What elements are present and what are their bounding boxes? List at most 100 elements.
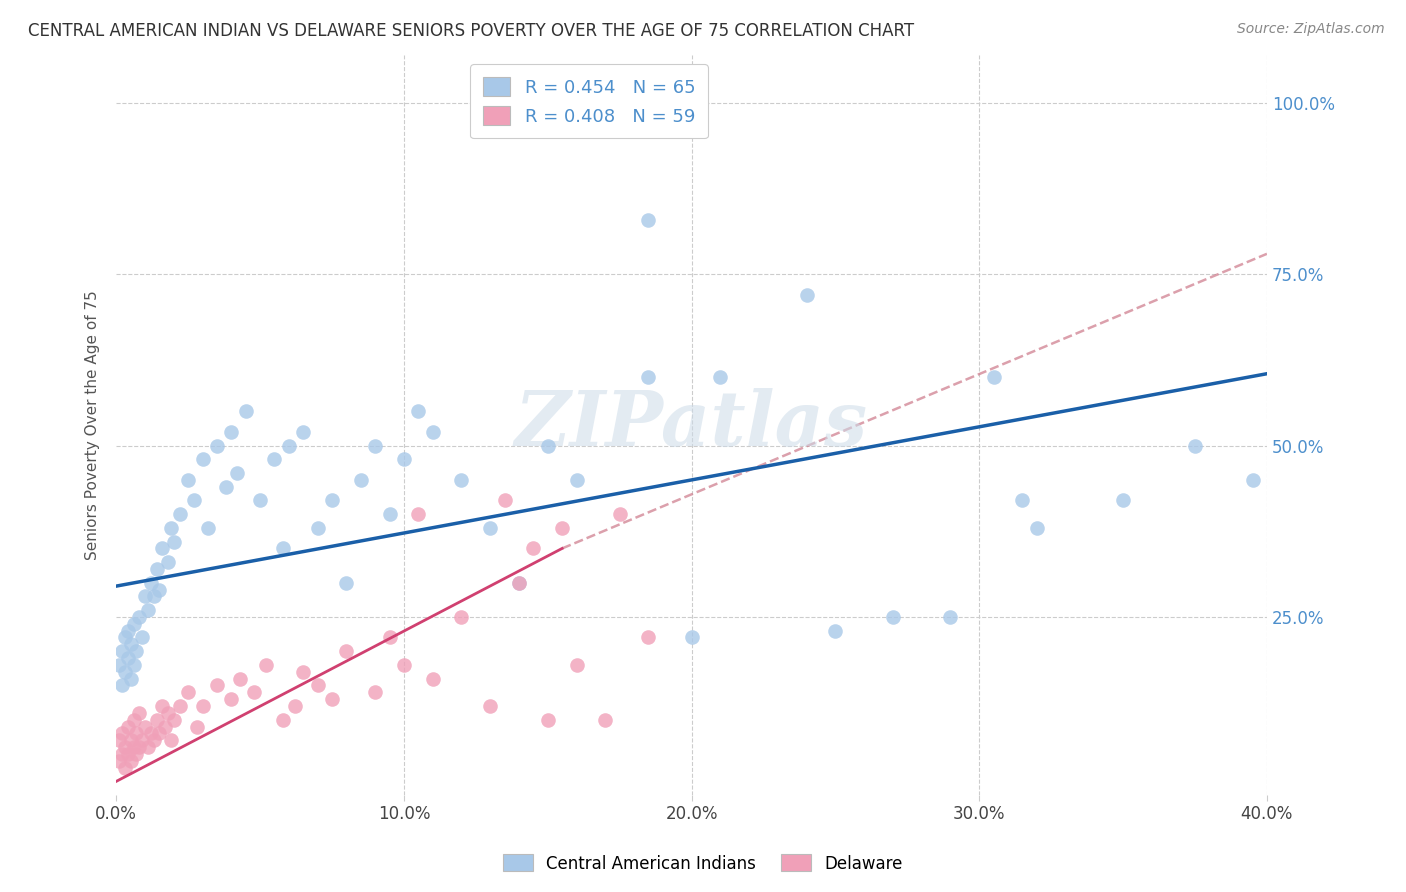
Point — [1011, 493, 1033, 508]
Point — [125, 726, 148, 740]
Point — [1025, 521, 1047, 535]
Point — [177, 473, 200, 487]
Point — [117, 624, 139, 638]
Point — [508, 575, 530, 590]
Point — [160, 521, 183, 535]
Point — [392, 657, 415, 672]
Point — [263, 452, 285, 467]
Point — [157, 706, 180, 720]
Point — [565, 473, 588, 487]
Point — [235, 404, 257, 418]
Point — [392, 452, 415, 467]
Point — [197, 521, 219, 535]
Point — [111, 747, 134, 761]
Point — [284, 698, 307, 713]
Point — [335, 575, 357, 590]
Point — [364, 439, 387, 453]
Point — [939, 610, 962, 624]
Point — [108, 657, 131, 672]
Point — [364, 685, 387, 699]
Point — [114, 665, 136, 679]
Point — [191, 698, 214, 713]
Point — [108, 754, 131, 768]
Point — [122, 657, 145, 672]
Point — [131, 733, 153, 747]
Point — [494, 493, 516, 508]
Point — [292, 665, 315, 679]
Point — [120, 637, 142, 651]
Point — [148, 726, 170, 740]
Point — [139, 726, 162, 740]
Point — [221, 692, 243, 706]
Point — [321, 493, 343, 508]
Point — [111, 644, 134, 658]
Point — [131, 631, 153, 645]
Point — [450, 610, 472, 624]
Point — [136, 740, 159, 755]
Point — [136, 603, 159, 617]
Point — [565, 657, 588, 672]
Point — [139, 575, 162, 590]
Point — [120, 733, 142, 747]
Point — [221, 425, 243, 439]
Point — [157, 555, 180, 569]
Point — [824, 624, 846, 638]
Point — [142, 590, 165, 604]
Point — [378, 631, 401, 645]
Point — [186, 720, 208, 734]
Point — [479, 521, 502, 535]
Point — [153, 720, 176, 734]
Point — [229, 672, 252, 686]
Legend: Central American Indians, Delaware: Central American Indians, Delaware — [496, 847, 910, 880]
Point — [125, 644, 148, 658]
Point — [145, 562, 167, 576]
Point — [122, 713, 145, 727]
Point — [271, 713, 294, 727]
Point — [1184, 439, 1206, 453]
Point — [114, 740, 136, 755]
Text: CENTRAL AMERICAN INDIAN VS DELAWARE SENIORS POVERTY OVER THE AGE OF 75 CORRELATI: CENTRAL AMERICAN INDIAN VS DELAWARE SENI… — [28, 22, 914, 40]
Point — [1112, 493, 1135, 508]
Point — [150, 698, 173, 713]
Legend: R = 0.454   N = 65, R = 0.408   N = 59: R = 0.454 N = 65, R = 0.408 N = 59 — [471, 64, 707, 138]
Point — [117, 720, 139, 734]
Point — [408, 404, 430, 418]
Point — [271, 541, 294, 556]
Point — [163, 534, 186, 549]
Point — [249, 493, 271, 508]
Point — [637, 370, 659, 384]
Point — [1241, 473, 1264, 487]
Point — [122, 740, 145, 755]
Point — [882, 610, 904, 624]
Point — [609, 507, 631, 521]
Point — [422, 672, 444, 686]
Point — [134, 720, 156, 734]
Point — [408, 507, 430, 521]
Point — [709, 370, 731, 384]
Point — [479, 698, 502, 713]
Point — [120, 754, 142, 768]
Point — [205, 678, 228, 692]
Point — [321, 692, 343, 706]
Point — [422, 425, 444, 439]
Point — [142, 733, 165, 747]
Point — [108, 733, 131, 747]
Point — [111, 726, 134, 740]
Point — [148, 582, 170, 597]
Point — [350, 473, 373, 487]
Point — [114, 761, 136, 775]
Point — [111, 678, 134, 692]
Point — [378, 507, 401, 521]
Point — [177, 685, 200, 699]
Point — [125, 747, 148, 761]
Point — [128, 610, 150, 624]
Point — [134, 590, 156, 604]
Point — [254, 657, 277, 672]
Point — [681, 631, 703, 645]
Point — [595, 713, 617, 727]
Point — [537, 713, 560, 727]
Point — [205, 439, 228, 453]
Point — [307, 678, 329, 692]
Point — [145, 713, 167, 727]
Point — [122, 616, 145, 631]
